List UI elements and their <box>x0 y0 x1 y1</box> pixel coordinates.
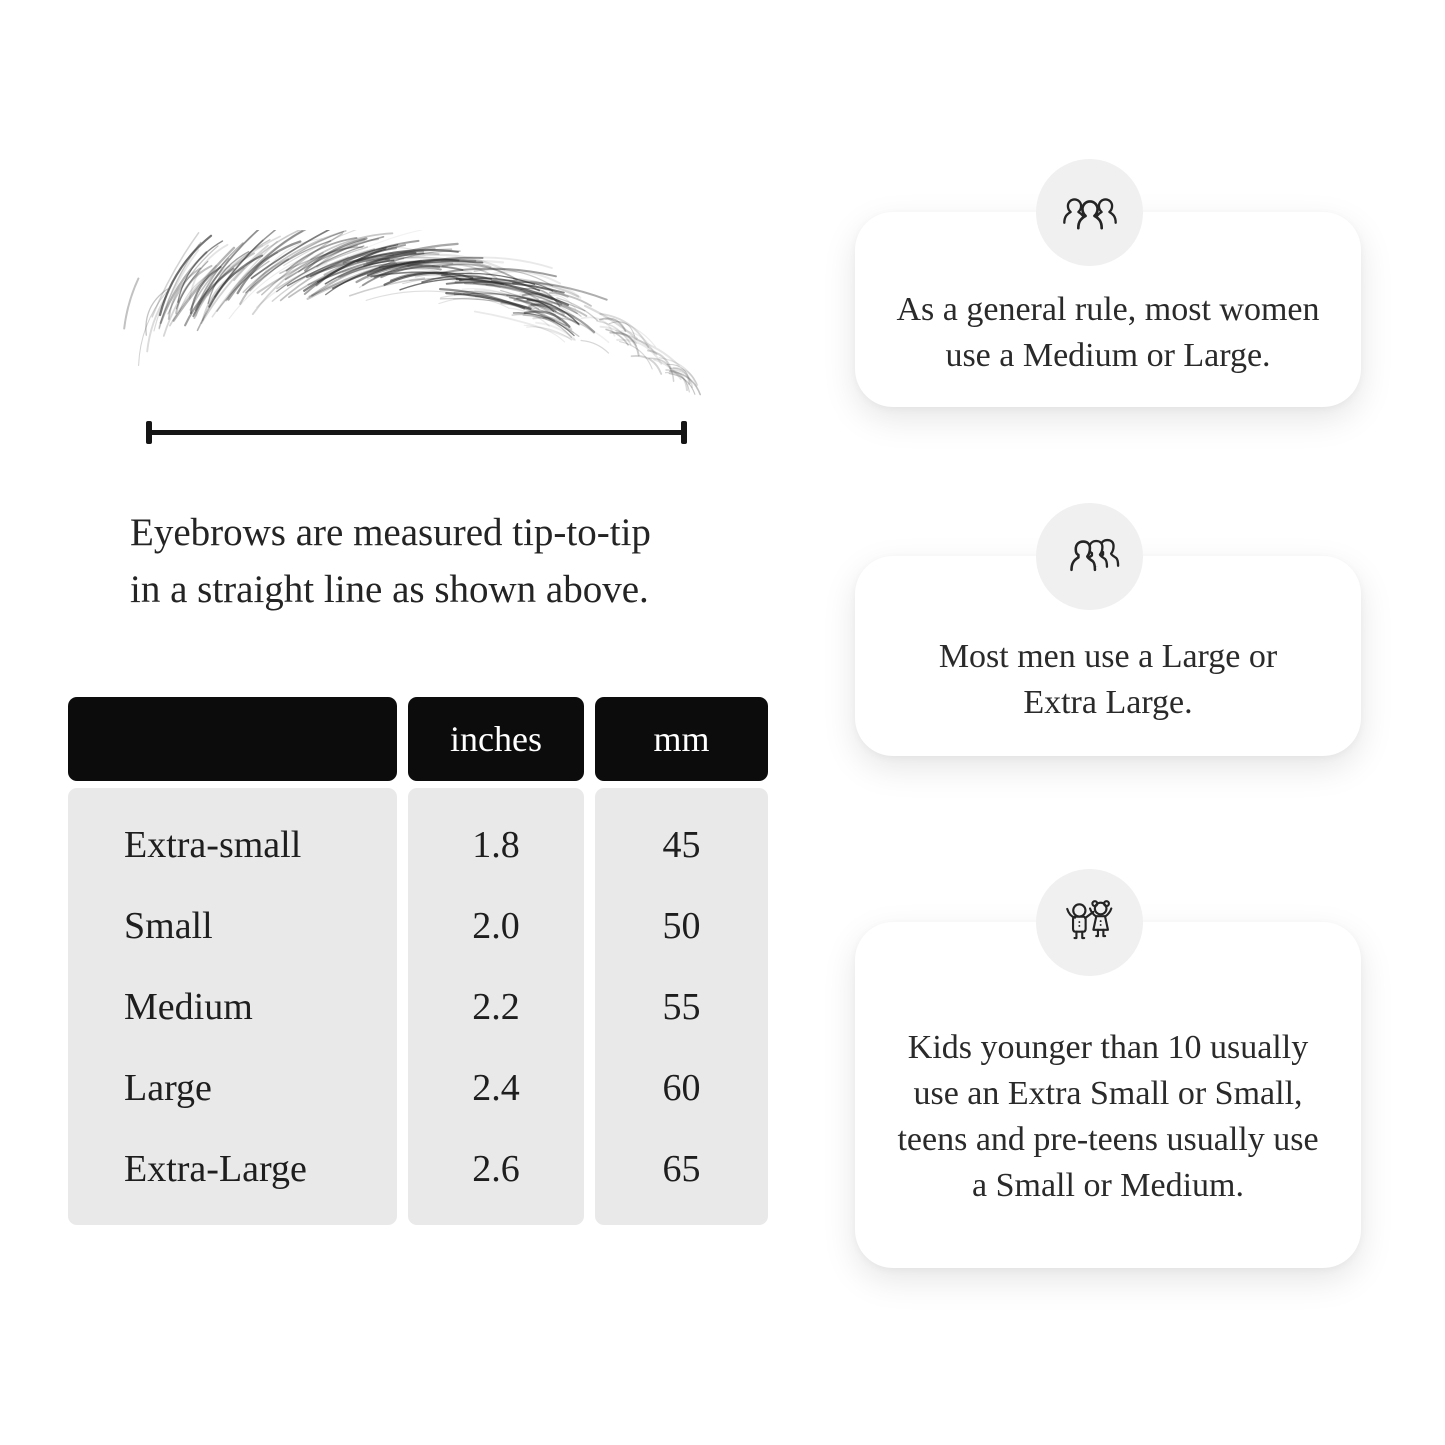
size-label: Extra-Large <box>124 1147 307 1190</box>
info-card-kids: Kids younger than 10 usually use an Extr… <box>855 869 1361 1268</box>
mm-value: 50 <box>662 904 701 947</box>
info-card-text: As a general rule, most women use a Medi… <box>896 290 1320 374</box>
caption-line-2: in a straight line as shown above. <box>130 568 649 611</box>
info-card-text: Kids younger than 10 usually use an Extr… <box>897 1029 1319 1204</box>
info-card-text: Most men use a Large or Extra Large. <box>938 638 1278 721</box>
mm-value: 55 <box>662 985 701 1028</box>
header-cell-inches: inches <box>408 697 584 781</box>
eyebrow-illustration <box>123 230 701 396</box>
inches-value: 2.4 <box>472 1066 520 1109</box>
mm-value: 60 <box>662 1066 701 1109</box>
table-column-mm: 45 50 55 60 65 <box>595 788 768 1225</box>
women-group-icon <box>1062 197 1117 229</box>
size-table-body: Extra-small Small Medium Large Extra-Lar… <box>68 788 768 1225</box>
icon-badge <box>1036 503 1143 610</box>
size-table: inches mm Extra-small Small Medium Large… <box>68 697 768 1225</box>
inches-value: 2.0 <box>472 904 520 947</box>
men-group-icon <box>1069 538 1119 571</box>
info-card-women: As a general rule, most women use a Medi… <box>855 159 1361 407</box>
mm-value: 45 <box>662 823 701 866</box>
measurement-line-right-cap <box>681 421 687 444</box>
inches-value: 2.6 <box>472 1147 520 1190</box>
inches-value: 1.8 <box>472 823 520 866</box>
info-card-men: Most men use a Large or Extra Large. <box>855 503 1361 756</box>
table-column-inches: 1.8 2.0 2.2 2.4 2.6 <box>408 788 584 1225</box>
size-label: Medium <box>124 985 253 1028</box>
icon-badge <box>1036 159 1143 266</box>
icon-badge <box>1036 869 1143 976</box>
measurement-caption: Eyebrows are measured tip-to-tip in a st… <box>130 504 750 618</box>
inches-value: 2.2 <box>472 985 520 1028</box>
mm-value: 65 <box>662 1147 701 1190</box>
kids-icon <box>1065 899 1112 939</box>
size-table-header-row: inches mm <box>68 697 768 781</box>
size-label: Extra-small <box>124 823 302 866</box>
measurement-line <box>146 421 687 444</box>
size-label: Small <box>124 904 213 947</box>
header-cell-mm: mm <box>595 697 768 781</box>
measurement-line-left-cap <box>146 421 152 444</box>
header-cell-blank <box>68 697 397 781</box>
caption-line-1: Eyebrows are measured tip-to-tip <box>130 511 651 554</box>
table-column-sizes: Extra-small Small Medium Large Extra-Lar… <box>68 788 397 1225</box>
size-label: Large <box>124 1066 212 1109</box>
